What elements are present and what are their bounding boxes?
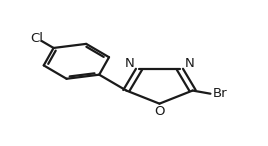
Text: N: N bbox=[185, 57, 195, 70]
Text: Cl: Cl bbox=[30, 32, 43, 45]
Text: Br: Br bbox=[213, 87, 227, 100]
Text: N: N bbox=[124, 57, 134, 70]
Text: O: O bbox=[154, 105, 165, 118]
